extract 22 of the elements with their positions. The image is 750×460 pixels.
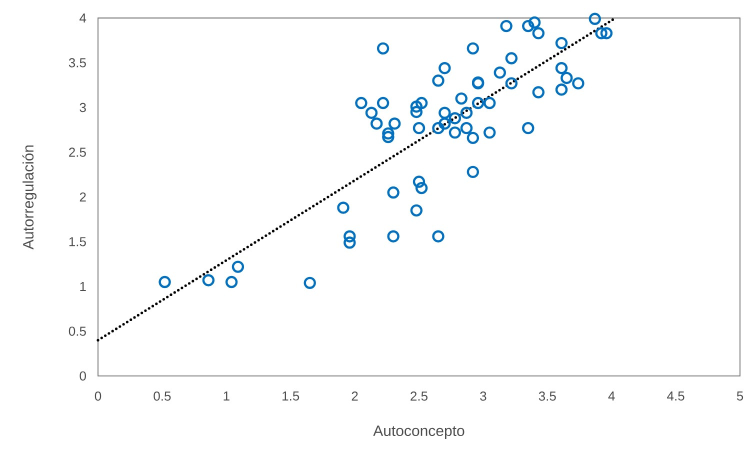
x-tick-label: 2 [352, 392, 358, 401]
x-tick-label: 2.5 [410, 392, 428, 401]
y-tick-label: 3.5 [68, 58, 86, 68]
x-tick-label: 4.5 [667, 392, 684, 401]
x-tick-label: 1.5 [282, 392, 300, 401]
x-tick-label: 3 [480, 392, 486, 401]
y-tick-label: 1 [80, 282, 86, 291]
y-tick-label: 3 [80, 102, 86, 112]
y-tick-label: 0 [80, 371, 86, 381]
y-tick-label: 0.5 [68, 326, 86, 336]
y-tick-label: 1.5 [69, 237, 86, 246]
x-tick-label: 1 [224, 392, 230, 400]
x-tick-label: 3.5 [538, 392, 556, 401]
x-tick-label: 4 [608, 392, 615, 400]
y-tick-label: 4 [80, 14, 86, 22]
x-tick-label: 0 [94, 392, 102, 401]
x-tick-label: 0.5 [154, 392, 171, 401]
y-tick-label: 2 [80, 192, 86, 202]
y-axis-title: Autorregulación [22, 145, 37, 250]
x-tick-label: 5 [736, 392, 744, 401]
x-axis-title: Autoconcepto [373, 426, 464, 440]
y-tick-label: 2.5 [69, 148, 86, 157]
